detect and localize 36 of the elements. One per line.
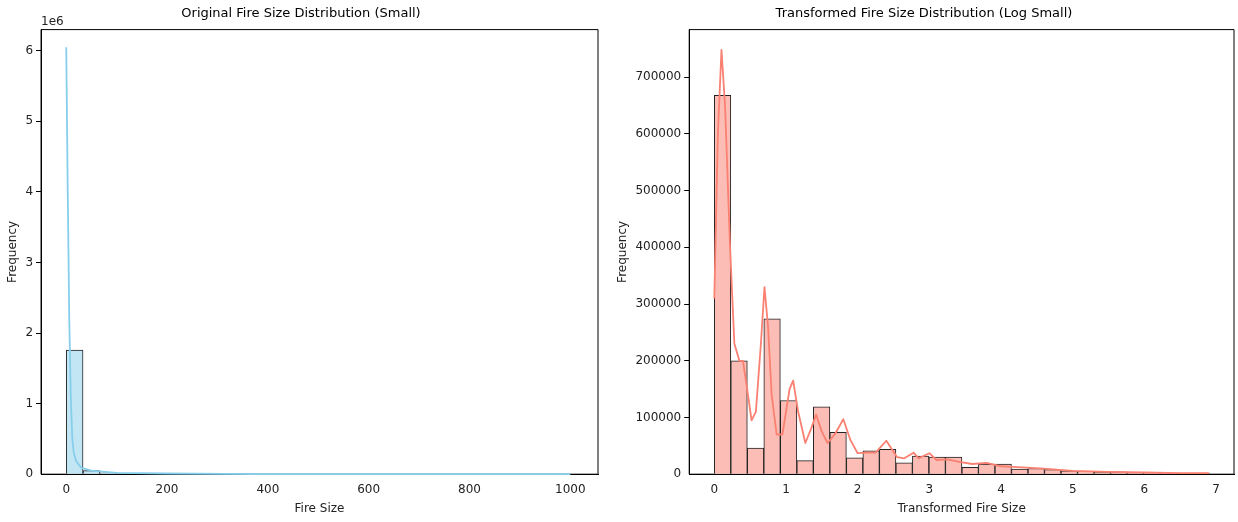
y-tick-label: 3 bbox=[25, 254, 34, 269]
x-tick-label: 3 bbox=[925, 481, 934, 496]
x-tick-label: 800 bbox=[458, 481, 481, 496]
x-axis-title: Transformed Fire Size bbox=[896, 500, 1026, 515]
y-tick-label: 700000 bbox=[635, 69, 682, 84]
x-tick-label: 400 bbox=[256, 481, 280, 496]
chart-title: Original Fire Size Distribution (Small) bbox=[181, 5, 421, 21]
y-tick-label: 100000 bbox=[635, 409, 682, 424]
x-tick-label: 2 bbox=[853, 481, 862, 496]
y-tick-label: 6 bbox=[25, 42, 34, 57]
x-tick-label: 5 bbox=[1068, 481, 1077, 496]
text: 1e6 bbox=[41, 13, 64, 28]
x-tick-label: 200 bbox=[155, 481, 179, 496]
x-tick-label: 0 bbox=[710, 481, 719, 496]
x-tick-label: 600 bbox=[357, 481, 381, 496]
y-axis-title: Frequency bbox=[5, 220, 20, 283]
y-tick-label: 0 bbox=[673, 466, 682, 481]
y-tick-label: 4 bbox=[25, 184, 34, 199]
x-tick-label: 0 bbox=[62, 481, 71, 496]
y-tick-label: 0 bbox=[25, 466, 34, 481]
x-tick-label: 4 bbox=[997, 481, 1005, 496]
y-tick-label: 500000 bbox=[635, 182, 682, 197]
x-tick-label: 1000 bbox=[555, 481, 586, 496]
x-axis-title: Fire Size bbox=[294, 500, 345, 515]
y-axis-title: Frequency bbox=[615, 220, 630, 283]
x-tick-label: 1 bbox=[782, 481, 790, 496]
y-tick-label: 600000 bbox=[635, 126, 682, 141]
y-tick-label: 400000 bbox=[635, 239, 682, 254]
y-tick-label: 5 bbox=[25, 113, 34, 128]
y-tick-label: 200000 bbox=[635, 352, 682, 367]
x-tick-label: 7 bbox=[1212, 481, 1220, 496]
y-tick-label: 2 bbox=[25, 325, 34, 340]
y-tick-label: 1 bbox=[25, 395, 34, 410]
y-tick-label: 300000 bbox=[635, 296, 682, 311]
chart-title: Transformed Fire Size Distribution (Log Small) bbox=[774, 5, 1073, 21]
x-tick-label: 6 bbox=[1140, 481, 1149, 496]
